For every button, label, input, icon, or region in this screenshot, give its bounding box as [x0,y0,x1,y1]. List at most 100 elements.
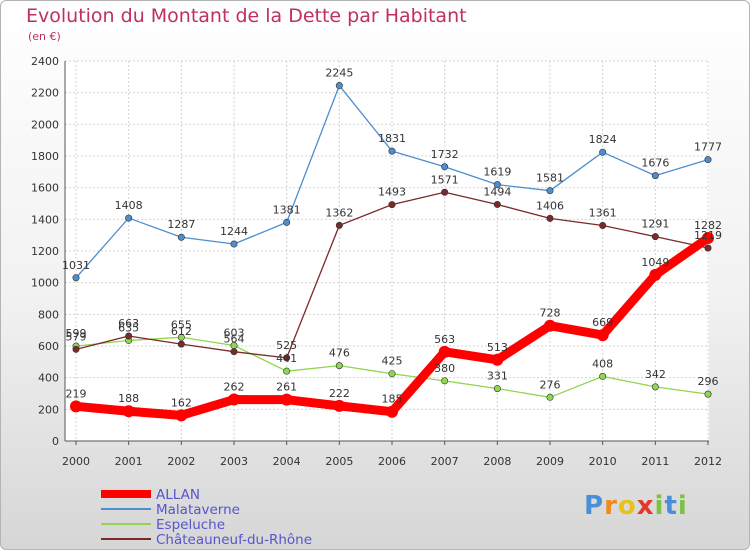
data-label: 564 [224,333,245,346]
data-label: 1676 [641,157,669,170]
data-label: 1287 [167,218,195,231]
logo-letter: r [604,491,618,521]
data-label: 1824 [589,133,617,146]
data-point [493,200,501,208]
data-label: 1381 [273,203,301,216]
data-label: 1406 [536,199,564,212]
data-label: 261 [276,381,297,394]
x-tick-label: 2010 [589,455,617,468]
data-point [177,340,185,348]
data-label: 222 [329,387,350,400]
data-label: 1581 [536,172,564,185]
data-point [441,163,449,171]
data-label: 563 [434,333,455,346]
data-point [125,332,133,340]
data-point [546,393,554,401]
data-point [283,354,291,362]
x-tick-label: 2000 [62,455,90,468]
y-tick-label: 1200 [31,245,59,258]
data-point [335,82,343,90]
data-label: 441 [276,352,297,365]
data-label: 1361 [589,207,617,220]
logo-letter: o [617,491,637,521]
legend-label: ALLAN [156,487,200,503]
data-point [651,233,659,241]
data-label: 476 [329,347,350,360]
data-label: 599 [66,327,87,340]
data-label: 663 [118,317,139,330]
y-tick-label: 1400 [31,213,59,226]
data-label: 728 [540,307,561,320]
data-label: 162 [171,396,192,409]
y-tick-label: 1800 [31,150,59,163]
y-tick-label: 2200 [31,87,59,100]
logo-letter: x [636,491,655,521]
data-label: 408 [592,357,613,370]
data-label: 1219 [694,229,722,242]
data-point [599,148,607,156]
data-point [651,383,659,391]
legend-label: Espeluche [156,517,225,533]
data-label: 1494 [483,185,511,198]
data-label: 612 [171,325,192,338]
x-tick-label: 2001 [115,455,143,468]
data-point [283,367,291,375]
data-point [702,232,714,245]
data-point [388,147,396,155]
data-point [493,181,501,189]
logo-letter: i [654,491,665,521]
data-label: 331 [487,370,508,383]
y-tick-label: 400 [38,372,59,385]
data-point [72,274,80,282]
data-label: 513 [487,341,508,354]
proxiti-logo: Proxiti [584,491,688,521]
data-label: 296 [698,375,719,388]
data-label: 669 [592,316,613,329]
data-point [704,244,712,252]
data-label: 262 [224,381,245,394]
data-point [388,370,396,378]
data-label: 1493 [378,186,406,199]
data-point [230,240,238,248]
data-label: 579 [66,330,87,343]
data-label: 1777 [694,141,722,154]
data-label: 425 [382,355,403,368]
data-point [704,390,712,398]
logo-letter: P [584,491,605,521]
data-point [649,268,662,281]
data-label: 219 [66,387,87,400]
data-label: 1408 [115,199,143,212]
data-point [72,345,80,353]
y-tick-label: 2000 [31,118,59,131]
data-label: 2245 [325,67,353,80]
data-point [596,329,609,342]
x-tick-label: 2007 [431,455,459,468]
data-label: 276 [540,378,561,391]
chart-title: Evolution du Montant de la Dette par Hab… [26,5,467,27]
data-label: 1571 [431,173,459,186]
data-point [493,385,501,393]
chart-subtitle: (en €) [28,30,61,43]
legend-label: Malataverne [156,502,240,518]
y-tick-label: 600 [38,340,59,353]
logo-letter: i [677,491,688,521]
data-label: 635 [118,321,139,334]
data-label: 380 [434,362,455,375]
data-label: 1244 [220,225,248,238]
data-label: 1282 [694,219,722,232]
x-tick-label: 2003 [220,455,248,468]
data-label: 1362 [325,206,353,219]
data-point [546,187,554,195]
data-point [386,405,398,418]
x-tick-label: 2006 [378,455,406,468]
data-label: 185 [382,393,403,406]
data-label: 603 [224,327,245,340]
data-label: 342 [645,368,666,381]
data-point [280,393,293,406]
y-tick-label: 1600 [31,182,59,195]
x-tick-label: 2009 [536,455,564,468]
data-point [491,353,504,366]
data-point [283,218,291,226]
y-tick-label: 0 [52,435,59,448]
data-label: 1732 [431,148,459,161]
